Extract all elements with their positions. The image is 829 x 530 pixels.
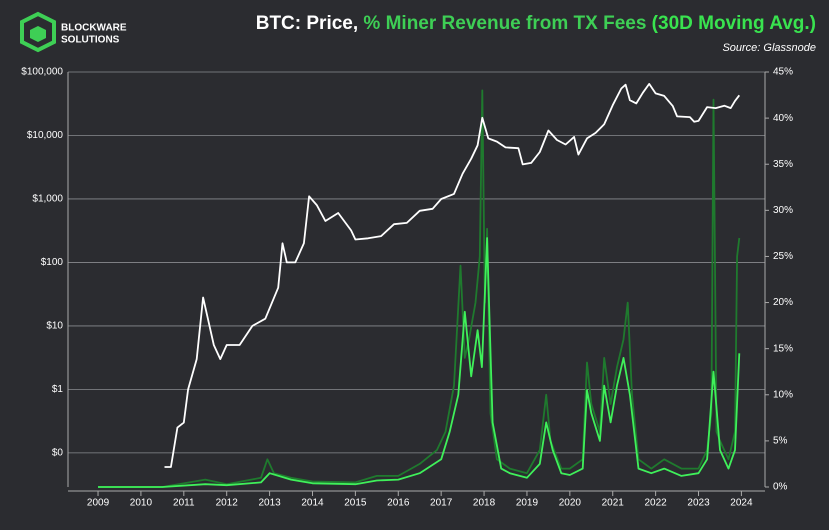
logo: BLOCKWARE SOLUTIONS xyxy=(20,11,127,53)
y-tick-label: $100 xyxy=(41,257,64,268)
logo-text: SOLUTIONS xyxy=(61,35,120,46)
title-part: % Miner Revenue from TX Fees xyxy=(363,13,646,34)
y-tick-label: $0 xyxy=(52,448,64,459)
series-line xyxy=(98,89,741,488)
y-tick-label: $10 xyxy=(46,321,63,332)
y-tick-label: $1,000 xyxy=(32,194,63,205)
y2-tick-label: 5% xyxy=(773,436,788,447)
x-tick-label: 2023 xyxy=(687,498,710,509)
x-tick-label: 2024 xyxy=(730,498,753,509)
logo-text: BLOCKWARE xyxy=(61,23,127,34)
series-line xyxy=(164,83,741,468)
chart-subtitle: Source: Glassnode xyxy=(722,42,816,54)
y-tick-label: $10,000 xyxy=(27,130,64,141)
x-tick-label: 2021 xyxy=(602,498,625,509)
x-tick-label: 2011 xyxy=(173,498,195,509)
x-tick-label: 2010 xyxy=(130,498,153,509)
series-line xyxy=(98,237,741,488)
x-tick-label: 2016 xyxy=(387,498,410,509)
logo-icon-core xyxy=(30,26,46,42)
y-tick-label: $100,000 xyxy=(21,67,63,78)
x-tick-label: 2013 xyxy=(258,498,281,509)
logo-icon xyxy=(20,11,56,53)
y-tick-label: $1 xyxy=(52,384,64,395)
y2-tick-label: 30% xyxy=(773,205,793,216)
y2-tick-label: 40% xyxy=(773,113,793,124)
y2-tick-label: 45% xyxy=(773,67,793,78)
y2-tick-label: 15% xyxy=(773,343,793,354)
x-tick-label: 2009 xyxy=(87,498,110,509)
x-tick-label: 2019 xyxy=(516,498,539,509)
y2-tick-label: 10% xyxy=(773,389,793,400)
x-tick-label: 2015 xyxy=(344,498,367,509)
y2-tick-label: 35% xyxy=(773,159,793,170)
chart-title: BTC: Price, % Miner Revenue from TX Fees… xyxy=(256,13,816,34)
x-tick-label: 2022 xyxy=(644,498,667,509)
x-tick-label: 2018 xyxy=(473,498,496,509)
y2-tick-label: 25% xyxy=(773,251,793,262)
x-tick-label: 2012 xyxy=(216,498,239,509)
x-tick-label: 2014 xyxy=(301,498,324,509)
title-part: (30D Moving Avg.) xyxy=(652,13,816,34)
x-tick-label: 2020 xyxy=(559,498,582,509)
x-tick-label: 2017 xyxy=(430,498,453,509)
title-part: BTC: Price, xyxy=(256,13,358,34)
y2-tick-label: 0% xyxy=(773,482,788,493)
y2-tick-label: 20% xyxy=(773,297,793,308)
